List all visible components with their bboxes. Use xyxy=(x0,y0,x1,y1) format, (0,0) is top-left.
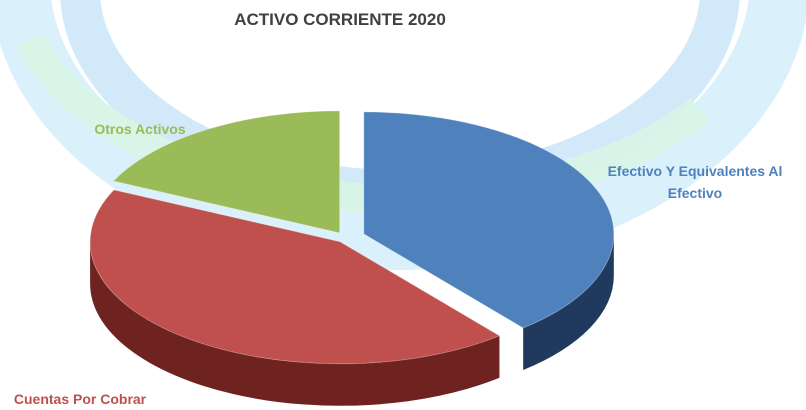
slice xyxy=(112,110,341,234)
slice-label: Otros Activos xyxy=(94,121,186,137)
pie xyxy=(89,110,615,406)
chart-title: ACTIVO CORRIENTE 2020 xyxy=(234,10,446,29)
slice-label: Efectivo Y Equivalentes Al Efectivo xyxy=(607,163,783,201)
slice-label: Cuentas Por Cobrar xyxy=(13,391,147,407)
slice-side xyxy=(90,241,500,406)
slice xyxy=(363,111,615,329)
slice xyxy=(89,189,501,365)
slice-side xyxy=(523,233,614,370)
